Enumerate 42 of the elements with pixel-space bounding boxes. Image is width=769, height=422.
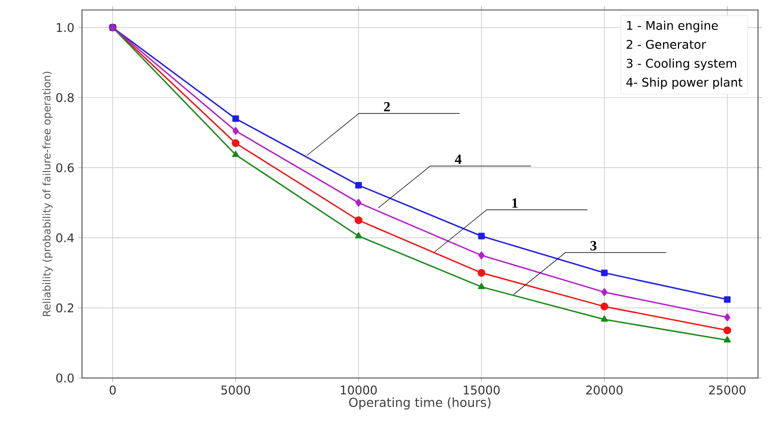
y-tick-label: 0.2 — [56, 303, 74, 312]
y-tick-label: 0.0 — [56, 373, 74, 383]
y-tick-label: 0.8 — [56, 93, 74, 102]
point — [355, 198, 362, 207]
x-tick-label: 15000 — [464, 386, 500, 395]
annotation: 1 - Main engine — [627, 20, 718, 32]
annotation: 2 - Generator — [626, 40, 706, 49]
point — [601, 270, 608, 276]
point — [724, 336, 731, 342]
annotation: 3 — [590, 241, 596, 250]
point — [723, 326, 732, 334]
annotation: 1 — [512, 198, 518, 208]
point — [478, 251, 485, 260]
annotation: 4- Ship power plant — [626, 78, 742, 90]
x-axis-title: Operating time (hours) — [349, 397, 490, 410]
point — [724, 296, 731, 303]
point — [355, 232, 362, 238]
point — [354, 216, 362, 224]
y-tick-label: 1.0 — [56, 22, 74, 32]
point — [232, 150, 240, 158]
point — [478, 282, 485, 290]
x-tick-label: 25000 — [709, 386, 746, 395]
point — [600, 316, 608, 322]
point — [600, 302, 608, 310]
point — [232, 115, 239, 122]
point — [601, 288, 608, 296]
point — [355, 182, 362, 189]
point — [478, 268, 486, 277]
point — [232, 127, 239, 135]
point — [724, 313, 730, 322]
y-tick-label: 0.6 — [56, 163, 74, 172]
annotation: 3 - Cooling system — [626, 58, 736, 70]
y-tick-label: 0.4 — [56, 233, 74, 242]
x-tick-label: 20000 — [586, 386, 623, 395]
annotation: 4 — [454, 154, 462, 164]
point — [232, 139, 240, 148]
point — [478, 232, 485, 240]
annotation: 2 — [384, 102, 390, 112]
y-axis-title: Reliability (probability of failure-free operation) — [42, 72, 53, 316]
x-tick-label: 0 — [110, 386, 116, 395]
x-tick-label: 10000 — [340, 386, 377, 395]
x-tick-label: 5000 — [221, 386, 250, 395]
